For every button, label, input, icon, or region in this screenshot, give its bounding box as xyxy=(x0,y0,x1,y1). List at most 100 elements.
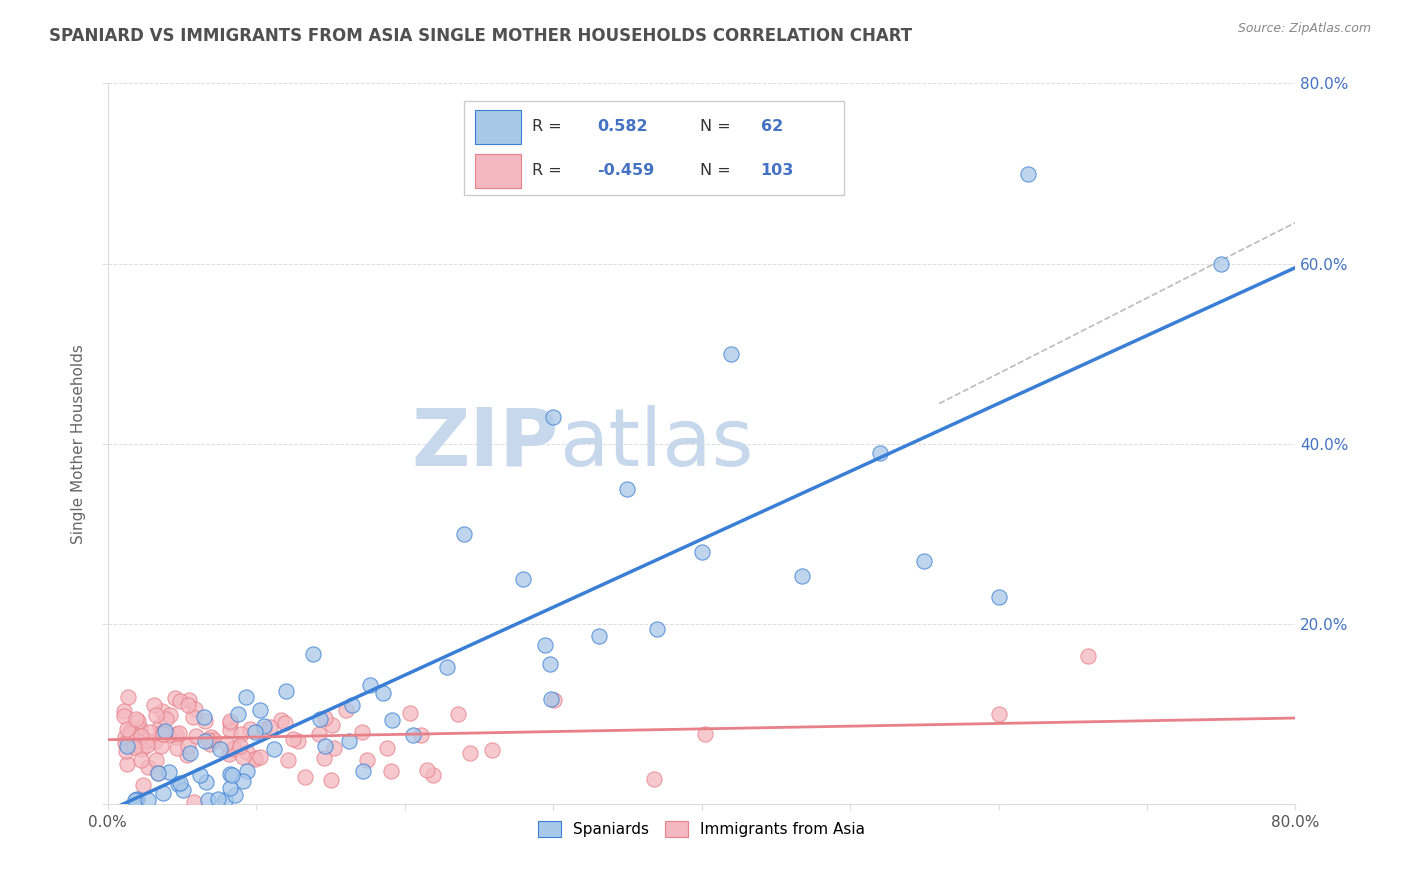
Point xyxy=(165,727,187,741)
Point xyxy=(277,753,299,767)
Point xyxy=(131,730,153,744)
Point xyxy=(200,731,222,745)
Point xyxy=(235,690,257,704)
Point xyxy=(1077,648,1099,663)
Point xyxy=(218,747,240,761)
Point xyxy=(115,744,138,758)
Point xyxy=(219,716,242,731)
Point xyxy=(243,724,266,739)
Point xyxy=(112,709,135,723)
Text: ZIP: ZIP xyxy=(412,405,560,483)
Point xyxy=(214,793,236,807)
Point xyxy=(156,728,179,742)
Point xyxy=(221,768,243,782)
Point xyxy=(249,749,271,764)
Point xyxy=(321,718,343,732)
Point xyxy=(302,647,325,661)
Point xyxy=(125,793,148,807)
Point xyxy=(236,745,259,759)
Point xyxy=(167,725,190,739)
Point xyxy=(987,590,1010,604)
Point xyxy=(398,706,420,721)
Point xyxy=(115,739,138,753)
Point xyxy=(117,723,139,737)
Point xyxy=(143,698,166,713)
Point xyxy=(314,739,336,753)
Point xyxy=(218,766,240,780)
Point xyxy=(274,716,297,731)
Point xyxy=(380,764,402,778)
Point xyxy=(352,764,374,778)
Point xyxy=(253,718,276,732)
Point xyxy=(987,707,1010,722)
Point xyxy=(127,714,149,728)
Point xyxy=(232,750,254,764)
Point xyxy=(274,683,297,698)
Point xyxy=(120,725,142,739)
Point xyxy=(453,527,475,541)
Point xyxy=(335,703,357,717)
Text: atlas: atlas xyxy=(560,405,754,483)
Point xyxy=(125,713,148,727)
Point xyxy=(193,710,215,724)
Point xyxy=(135,732,157,747)
Point xyxy=(720,347,742,361)
Point xyxy=(218,723,240,737)
Point xyxy=(533,638,555,652)
Point xyxy=(543,693,565,707)
Point xyxy=(167,777,190,791)
Point xyxy=(202,733,225,747)
Point xyxy=(249,703,271,717)
Point xyxy=(131,741,153,756)
Point xyxy=(120,724,142,739)
Point xyxy=(179,746,201,760)
Point xyxy=(155,724,177,739)
Point xyxy=(308,727,330,741)
Point xyxy=(588,629,610,643)
Point xyxy=(359,677,381,691)
Point xyxy=(229,739,252,753)
Point xyxy=(145,734,167,748)
Point xyxy=(145,753,167,767)
Point xyxy=(235,764,257,779)
Point xyxy=(194,775,217,789)
Point xyxy=(645,622,668,636)
Point xyxy=(538,657,561,671)
Point xyxy=(436,660,458,674)
Point xyxy=(281,731,304,746)
Point xyxy=(166,740,188,755)
Point xyxy=(197,793,219,807)
Point xyxy=(308,712,330,726)
Point xyxy=(149,719,172,733)
Text: Source: ZipAtlas.com: Source: ZipAtlas.com xyxy=(1237,22,1371,36)
Point xyxy=(253,723,276,737)
Point xyxy=(181,710,204,724)
Point xyxy=(314,711,336,725)
Point xyxy=(458,746,481,760)
Point xyxy=(287,734,309,748)
Point xyxy=(209,742,232,756)
Point xyxy=(321,772,343,787)
Point xyxy=(124,793,146,807)
Point xyxy=(375,740,398,755)
Point xyxy=(221,742,243,756)
Point xyxy=(117,690,139,704)
Point xyxy=(238,722,260,736)
Point xyxy=(540,692,562,706)
Point xyxy=(512,572,534,586)
Point xyxy=(136,760,159,774)
Point xyxy=(188,768,211,782)
Point xyxy=(912,554,935,568)
Point xyxy=(177,693,200,707)
Point xyxy=(350,725,373,739)
Point xyxy=(112,704,135,718)
Point xyxy=(541,409,564,424)
Point xyxy=(294,770,316,784)
Point xyxy=(114,736,136,750)
Point xyxy=(172,783,194,797)
Point xyxy=(219,780,242,795)
Point xyxy=(159,707,181,722)
Point xyxy=(152,726,174,740)
Point xyxy=(176,748,198,763)
Point xyxy=(177,739,200,754)
